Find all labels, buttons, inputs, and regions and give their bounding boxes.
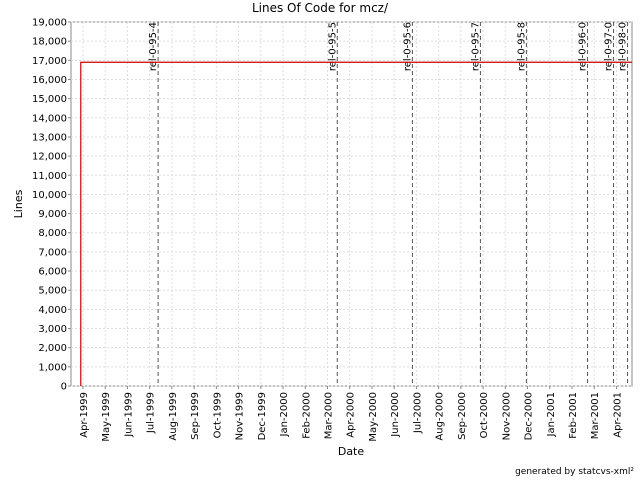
x-tick-label: Apr-1999: [79, 392, 90, 438]
y-tick-label: 12,000: [32, 152, 67, 163]
y-tick-label: 6,000: [38, 267, 67, 278]
y-tick-label: 16,000: [32, 75, 67, 86]
x-tick-label: Dec-1999: [257, 392, 268, 440]
x-tick-label: Jul-2000: [412, 392, 423, 434]
y-tick-label: 8,000: [38, 228, 67, 239]
y-tick-label: 19,000: [32, 18, 67, 29]
x-tick-label: Nov-2000: [501, 392, 512, 440]
y-tick-label: 3,000: [38, 324, 67, 335]
release-label: rel-0-95-7: [470, 22, 481, 71]
x-tick-label: May-1999: [101, 392, 112, 442]
x-tick-label: Nov-1999: [235, 392, 246, 440]
x-tick-label: Jun-1999: [123, 392, 134, 438]
x-tick-label: Sep-2000: [457, 392, 468, 440]
x-tick-label: Mar-2001: [590, 392, 601, 439]
release-label: rel-0-95-8: [516, 22, 527, 71]
x-tick-label: Oct-1999: [212, 392, 223, 438]
y-tick-label: 17,000: [32, 56, 67, 67]
release-label: rel-0-98-0: [618, 22, 629, 71]
release-label: rel-0-96-0: [578, 22, 589, 71]
release-label: rel-0-97-0: [604, 22, 615, 71]
x-tick-label: Oct-2000: [479, 392, 490, 438]
y-tick-label: 7,000: [38, 247, 67, 258]
y-tick-label: 18,000: [32, 37, 67, 48]
x-tick-label: Jun-2000: [390, 392, 401, 438]
x-tick-label: Sep-1999: [190, 392, 201, 440]
x-tick-label: Aug-1999: [168, 392, 179, 441]
x-tick-label: Feb-2001: [568, 392, 579, 439]
line-series: [80, 61, 632, 386]
y-tick-label: 10,000: [32, 190, 67, 201]
x-tick-label: May-2000: [368, 392, 379, 442]
x-axis-label: Date: [338, 445, 365, 458]
plot-area: [70, 21, 633, 387]
y-axis-label: Lines: [12, 189, 25, 218]
y-tick-label: 1,000: [38, 362, 67, 373]
x-tick-label: Feb-2000: [301, 392, 312, 439]
x-tick-label: Aug-2000: [435, 392, 446, 441]
y-tick-label: 4,000: [38, 305, 67, 316]
y-tick-label: 9,000: [38, 209, 67, 220]
y-tick-label: 15,000: [32, 94, 67, 105]
x-tick-label: Apr-2000: [346, 392, 357, 438]
footer: generated by statcvs-xml²: [515, 467, 634, 477]
release-label: rel-0-95-5: [327, 22, 338, 71]
x-tick-label: Jan-2000: [279, 392, 290, 437]
x-tick-label: Apr-2001: [612, 392, 623, 438]
release-label: rel-0-95-4: [148, 22, 159, 71]
y-tick-label: 14,000: [32, 113, 67, 124]
y-tick-label: 5,000: [38, 286, 67, 297]
chart-title: Lines Of Code for mcz/: [252, 1, 389, 15]
x-tick-label: Dec-2000: [524, 392, 535, 440]
x-tick-label: Mar-2000: [323, 392, 334, 439]
release-label: rel-0-95-6: [402, 22, 413, 71]
x-tick-label: Jan-2001: [546, 392, 557, 437]
y-tick-label: 0: [61, 382, 67, 393]
x-tick-label: Jul-1999: [146, 392, 157, 434]
y-tick-label: 13,000: [32, 132, 67, 143]
y-tick-label: 11,000: [32, 171, 67, 182]
y-tick-label: 2,000: [38, 343, 67, 354]
